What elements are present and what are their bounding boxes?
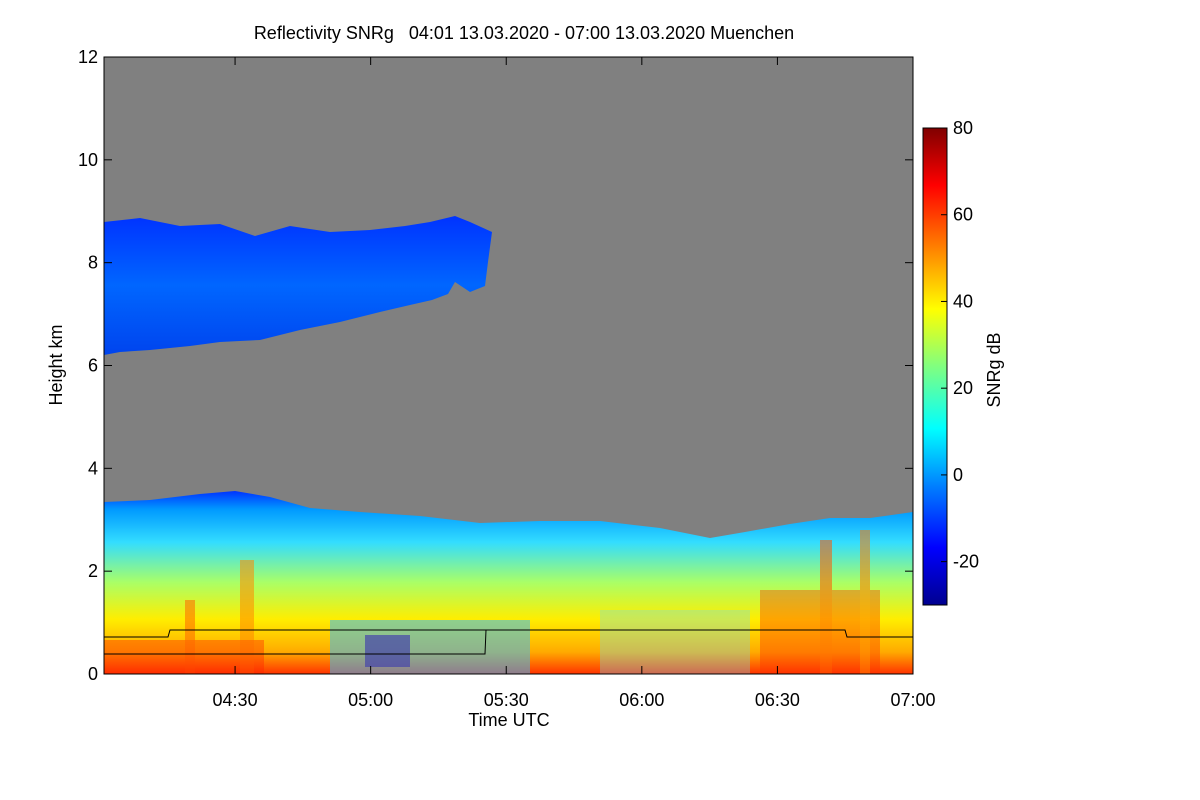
x-tick-label: 05:00 [348,690,393,710]
x-axis: 04:30 05:00 05:30 06:00 06:30 07:00 [213,57,936,710]
colorbar-tick-label: 80 [953,118,973,138]
y-tick-label: 4 [88,458,98,478]
y-tick-label: 6 [88,356,98,376]
y-axis: 0 2 4 6 8 10 12 [78,47,913,684]
y-tick-label: 2 [88,561,98,581]
lower-reference-line [104,629,487,655]
colorbar-label: SNRg dB [984,332,1004,407]
y-axis-label: Height km [46,324,66,405]
y-tick-label: 0 [88,664,98,684]
lower-precipitation-layer [104,491,913,674]
colorbar-ticks: -20 0 20 40 60 80 [941,118,979,572]
chart-title: Reflectivity SNRg 04:01 13.03.2020 - 07:… [254,23,794,43]
low-signal-patch [365,635,410,667]
x-axis-label: Time UTC [468,710,549,730]
precipitation-streaks [104,530,880,674]
x-tick-label: 06:00 [619,690,664,710]
colorbar [922,127,948,606]
upper-cloud-layer [104,216,492,355]
colorbar-tick-label: 20 [953,378,973,398]
x-tick-label: 06:30 [755,690,800,710]
y-tick-label: 8 [88,253,98,273]
colorbar-tick-label: 40 [953,291,973,311]
y-tick-label: 12 [78,47,98,67]
colorbar-tick-label: -20 [953,552,979,572]
x-tick-label: 05:30 [484,690,529,710]
x-tick-label: 07:00 [890,690,935,710]
colorbar-tick-label: 60 [953,205,973,225]
y-tick-label: 10 [78,150,98,170]
x-tick-label: 04:30 [213,690,258,710]
colorbar-tick-label: 0 [953,465,963,485]
